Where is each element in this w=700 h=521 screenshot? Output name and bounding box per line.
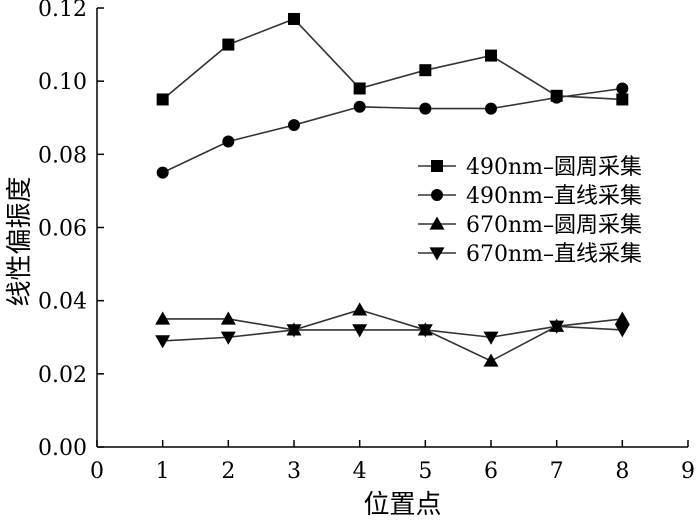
data-point bbox=[220, 331, 236, 345]
legend: 490nm–圆周采集 490nm–直线采集 670nm–圆周采集 670nm–直线采集 bbox=[418, 155, 642, 267]
x-tick-label: 2 bbox=[221, 459, 235, 484]
x-tick-label: 6 bbox=[484, 459, 498, 484]
y-tick-label: 0.06 bbox=[38, 217, 87, 242]
data-point bbox=[352, 302, 368, 316]
series-4 bbox=[155, 320, 630, 349]
data-point bbox=[352, 324, 368, 338]
x-tick-label: 1 bbox=[156, 459, 170, 484]
data-point bbox=[353, 82, 366, 95]
x-tick-label: 8 bbox=[615, 459, 629, 484]
series-line bbox=[162, 308, 623, 362]
data-point bbox=[614, 324, 630, 338]
x-tick-label: 4 bbox=[353, 459, 367, 484]
y-axis-title: 线性偏振度 bbox=[5, 176, 35, 306]
series-line bbox=[162, 87, 623, 174]
legend-marker bbox=[431, 189, 443, 201]
x-tick-label: 0 bbox=[90, 459, 104, 484]
y-tick-label: 0.02 bbox=[38, 363, 87, 388]
x-axis-ticks: 0 1 2 3 4 5 6 7 8 9 bbox=[90, 440, 695, 484]
data-point bbox=[222, 135, 235, 148]
data-point bbox=[155, 335, 171, 349]
x-axis-title: 位置点 bbox=[363, 490, 441, 520]
data-point bbox=[616, 93, 629, 106]
data-point bbox=[220, 311, 236, 325]
series-1 bbox=[156, 12, 629, 106]
legend-marker bbox=[429, 216, 445, 230]
data-point bbox=[222, 38, 235, 51]
legend-label: 670nm–圆周采集 bbox=[466, 213, 642, 238]
legend-label: 670nm–直线采集 bbox=[466, 242, 642, 267]
x-tick-label: 5 bbox=[418, 459, 432, 484]
data-point bbox=[155, 311, 171, 325]
data-point bbox=[288, 119, 300, 132]
legend-item: 490nm–直线采集 bbox=[418, 184, 642, 209]
x-tick-label: 7 bbox=[550, 459, 564, 484]
y-tick-label: 0.12 bbox=[38, 0, 87, 22]
x-tick-label: 9 bbox=[681, 459, 695, 484]
data-point bbox=[419, 64, 432, 77]
data-point bbox=[483, 353, 499, 367]
legend-item: 490nm–圆周采集 bbox=[418, 155, 642, 180]
series-layer bbox=[155, 12, 630, 367]
series-2 bbox=[156, 82, 629, 179]
data-point bbox=[614, 311, 630, 325]
y-axis-ticks: 0.00 0.02 0.04 0.06 0.08 0.10 0.12 bbox=[38, 0, 104, 461]
data-point bbox=[550, 91, 563, 104]
data-point bbox=[286, 324, 302, 338]
legend-marker bbox=[431, 160, 443, 172]
data-point bbox=[549, 320, 565, 334]
legend-label: 490nm–圆周采集 bbox=[466, 155, 642, 180]
data-point bbox=[419, 102, 432, 115]
series-line bbox=[162, 325, 623, 342]
data-point bbox=[417, 324, 433, 338]
legend-item: 670nm–圆周采集 bbox=[418, 213, 642, 238]
data-point bbox=[156, 93, 169, 106]
data-point bbox=[485, 102, 497, 115]
data-point bbox=[483, 331, 499, 345]
y-tick-label: 0.08 bbox=[38, 143, 87, 168]
data-point bbox=[353, 100, 366, 113]
legend-marker bbox=[429, 247, 445, 261]
data-point bbox=[485, 49, 497, 62]
data-point bbox=[156, 166, 169, 179]
y-tick-label: 0.00 bbox=[38, 436, 87, 461]
data-point bbox=[616, 82, 629, 95]
series-line bbox=[162, 18, 623, 101]
y-tick-label: 0.04 bbox=[38, 290, 87, 315]
y-tick-label: 0.10 bbox=[38, 70, 87, 95]
data-point bbox=[288, 12, 300, 25]
legend-item: 670nm–直线采集 bbox=[418, 242, 642, 267]
legend-label: 490nm–直线采集 bbox=[466, 184, 642, 209]
x-tick-label: 3 bbox=[287, 459, 301, 484]
